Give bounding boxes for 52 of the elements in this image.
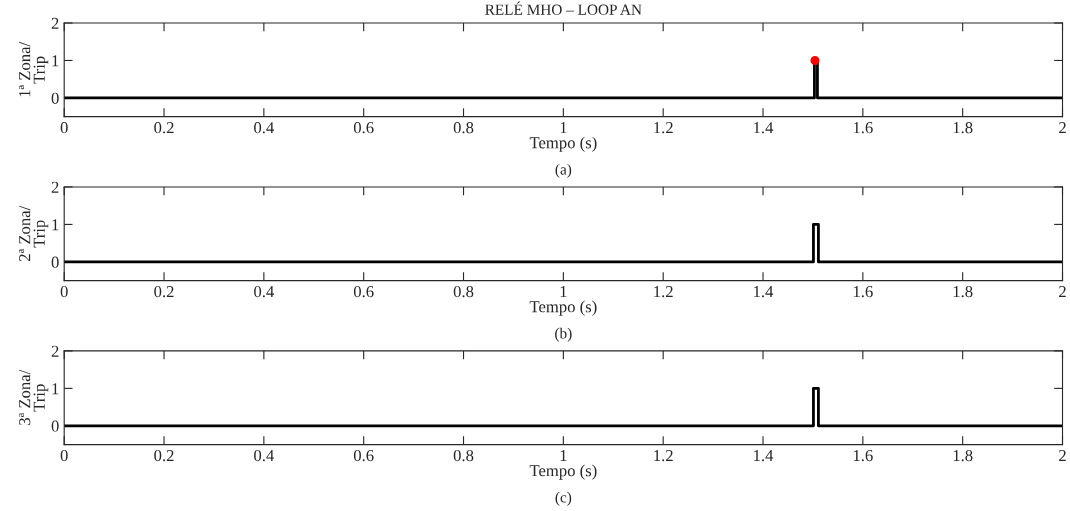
text: (a) [555,163,572,178]
x-tick-label: 1 [560,449,567,461]
text: (c) [555,491,572,506]
x-tick-label: 1.6 [853,122,873,134]
chart-title: RELÉ MHO – LOOP AN [485,1,642,15]
x-tick-label: 1.4 [754,449,774,462]
y-tick-label: 0 [51,256,59,268]
y-tick-label: 2 [51,345,59,357]
x-tick-label: 0.8 [453,285,474,298]
y-tick-label: 0 [51,420,59,432]
x-tick-label: 0 [60,122,68,134]
x-tick-label: 1 [560,286,567,298]
y-tick-label: 1 [52,55,59,67]
x-tick-label: 1.8 [953,285,973,298]
x-tick-label: 0.2 [154,285,174,298]
x-tick-label: 0.6 [353,449,374,462]
x-tick-label: 2 [1059,286,1066,298]
x-tick-label: 1.8 [953,449,973,462]
x-tick-label: 1.8 [953,122,973,134]
x-tick-label: 0.4 [254,122,275,134]
y-axis-title: 2ª Zona/ Trip [19,205,49,262]
x-tick-label: 0.4 [254,449,275,462]
x-tick-label: 1.6 [853,286,873,298]
x-tick-label: 0.6 [353,122,374,134]
x-tick-label: 0.2 [154,122,174,134]
x-tick-label: 0 [60,449,68,462]
x-tick-label: 0.8 [453,122,474,134]
x-tick-label: 1.4 [754,286,774,298]
x-tick-label: 1.4 [754,122,774,134]
x-tick-label: 0.6 [353,285,374,298]
x-tick-label: 0.8 [453,449,474,462]
x-tick-label: 0.4 [254,285,275,298]
x-tick-label: 1.2 [654,449,673,462]
x-axis-title: Tempo (s) [529,464,597,480]
x-axis-title: Tempo (s) [529,136,597,152]
y-axis-title: 3ª Zona/ Trip [19,369,49,425]
x-tick-label: 0.2 [154,449,174,462]
x-tick-label: 1.6 [853,449,873,462]
y-tick-label: 1 [52,383,59,395]
y-tick-label: 0 [51,92,59,104]
y-axis-title: 1ª Zona/ Trip [19,41,49,97]
y-tick-label: 2 [51,181,59,193]
x-axis-title: Tempo (s) [529,300,597,316]
text: (b) [555,327,572,342]
x-tick-label: 2 [1059,449,1066,461]
y-tick-label: 2 [51,17,59,29]
x-tick-label: 1.2 [654,122,673,134]
x-tick-label: 1.2 [654,286,673,298]
x-tick-label: 0 [60,285,68,298]
y-tick-label: 1 [52,219,59,231]
x-tick-label: 2 [1059,122,1066,134]
x-tick-label: 1 [560,122,567,134]
